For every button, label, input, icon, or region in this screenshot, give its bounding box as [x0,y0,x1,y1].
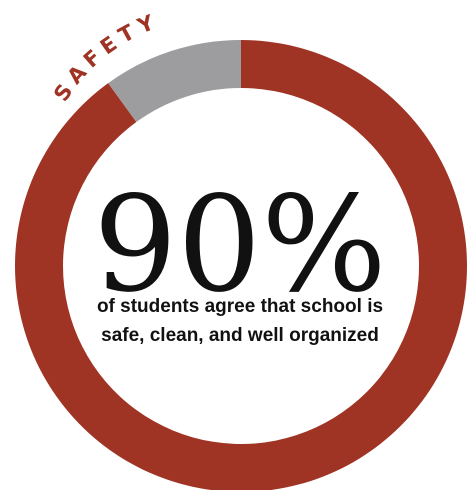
caption-line-1: of students agree that school is [97,296,383,317]
caption-line-2: safe, clean, and well organized [101,325,379,346]
donut-slice-disagree [108,40,242,122]
center-value: 90% [93,168,386,322]
donut-slices [15,40,467,490]
